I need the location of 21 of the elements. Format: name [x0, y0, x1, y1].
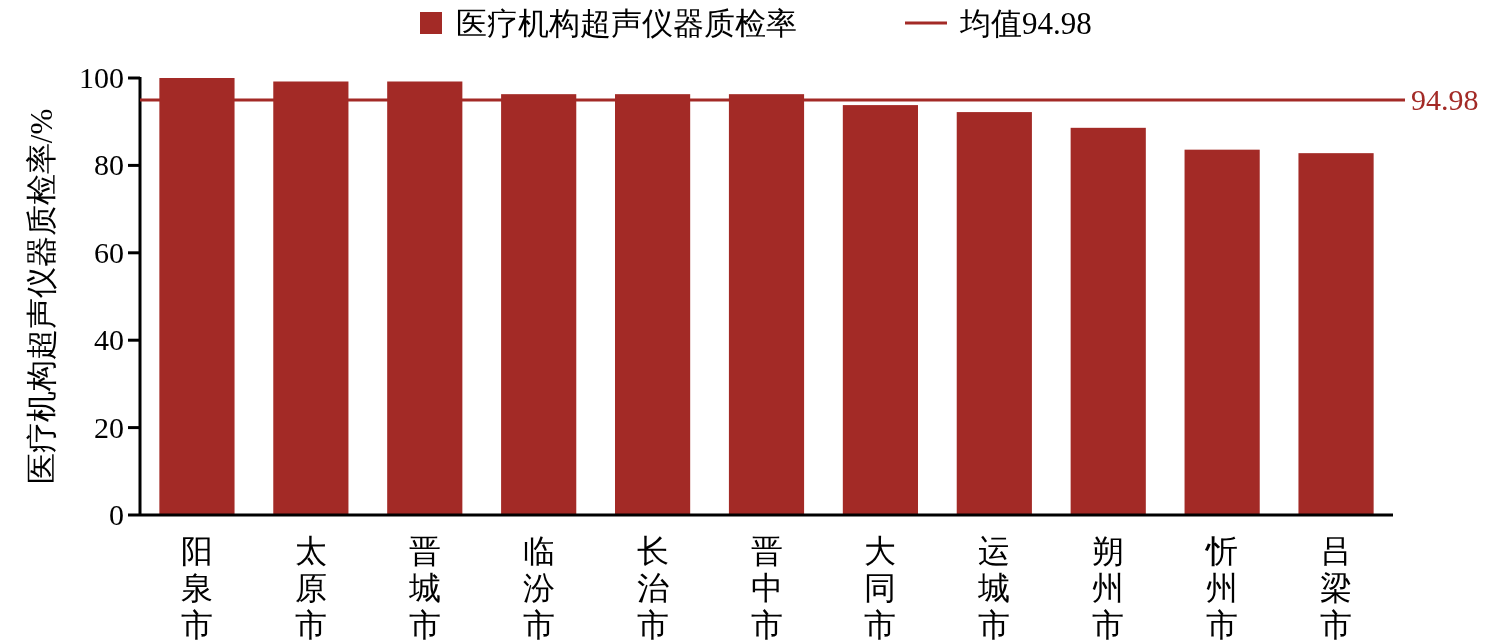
x-tick-label: 吕梁市: [1320, 533, 1353, 643]
y-tick-label: 60: [94, 235, 124, 269]
y-tick-label: 20: [94, 410, 124, 444]
x-tick-label: 晋城市: [407, 533, 441, 643]
y-tick-label: 0: [109, 498, 124, 531]
y-tick-label: 40: [94, 323, 124, 357]
legend-label: 医疗机构超声仪器质检率: [456, 6, 797, 41]
x-tick-label: 阳泉市: [180, 533, 213, 643]
x-tick-label: 太原市: [294, 533, 327, 643]
y-tick-label: 80: [94, 148, 124, 182]
legend: 医疗机构超声仪器质检率 均值94.98: [420, 6, 1092, 41]
ref-line-label: 94.98: [1411, 82, 1479, 116]
y-tick-label: 100: [79, 61, 124, 94]
x-tick-label: 朔州市: [1092, 533, 1125, 643]
x-tick-label: 运城市: [977, 533, 1011, 643]
x-tick-label: 大同市: [864, 533, 897, 643]
x-tick-label: 晋中市: [750, 533, 783, 643]
x-tick-label: 临汾市: [522, 533, 555, 643]
x-tick-label: 忻州市: [1204, 533, 1239, 643]
x-tick-label: 长治市: [636, 533, 669, 643]
y-axis-title: 医疗机构超声仪器质检率/%: [24, 108, 59, 485]
